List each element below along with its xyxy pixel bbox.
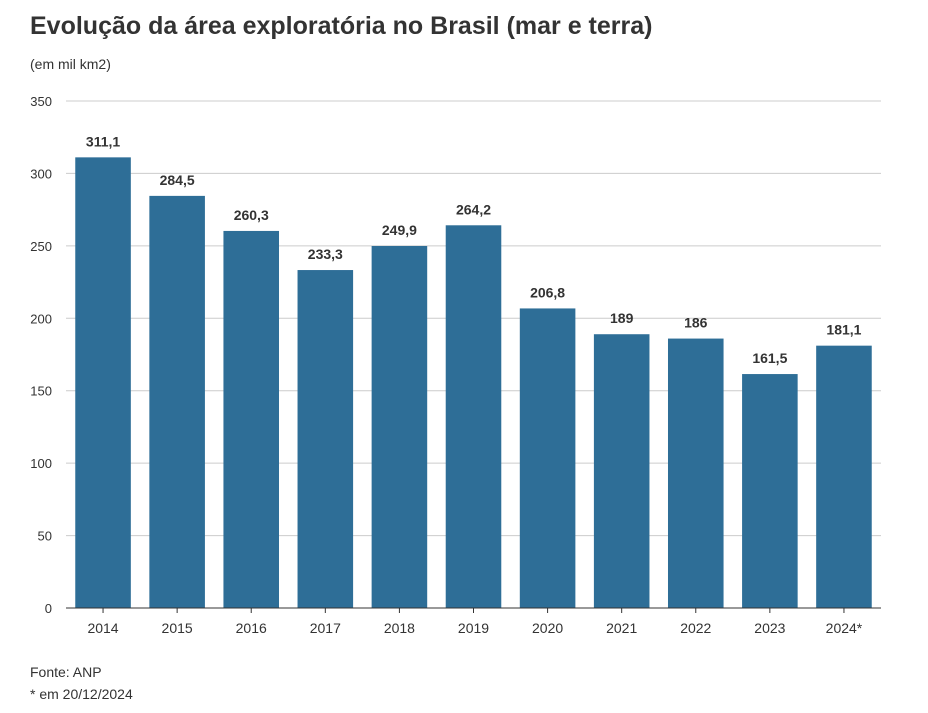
y-tick-label: 300 <box>30 166 52 181</box>
bar <box>223 230 280 608</box>
date-note: * em 20/12/2024 <box>30 686 133 702</box>
y-tick-label: 150 <box>30 384 52 399</box>
bar <box>519 308 576 608</box>
data-label: 260,3 <box>234 207 269 223</box>
data-label: 284,5 <box>160 172 195 188</box>
bar <box>445 225 502 609</box>
y-tick-label: 50 <box>38 529 52 544</box>
x-tick-label: 2024* <box>826 620 863 636</box>
x-tick-label: 2015 <box>162 620 193 636</box>
data-label: 161,5 <box>752 350 787 366</box>
x-tick-label: 2021 <box>606 620 637 636</box>
x-tick-label: 2016 <box>236 620 267 636</box>
data-label: 189 <box>610 310 634 326</box>
bar <box>371 246 428 608</box>
data-label: 233,3 <box>308 246 343 262</box>
data-label: 186 <box>684 315 708 331</box>
bar <box>593 334 650 608</box>
x-tick-label: 2018 <box>384 620 415 636</box>
x-tick-label: 2017 <box>310 620 341 636</box>
x-tick-label: 2014 <box>87 620 118 636</box>
bar <box>667 338 724 608</box>
y-tick-label: 350 <box>30 94 52 109</box>
y-tick-label: 100 <box>30 456 52 471</box>
bar <box>297 270 354 608</box>
y-tick-label: 0 <box>45 601 52 616</box>
bar <box>742 374 798 608</box>
data-label: 311,1 <box>86 133 120 149</box>
chart-title: Evolução da área exploratória no Brasil … <box>30 12 653 40</box>
footnotes: Fonte: ANP * em 20/12/2024 <box>30 661 133 705</box>
x-tick-label: 2019 <box>458 620 489 636</box>
y-tick-label: 200 <box>30 311 52 326</box>
x-tick-label: 2022 <box>680 620 711 636</box>
bar <box>816 345 872 608</box>
data-label: 249,9 <box>382 222 417 238</box>
bar <box>149 195 205 609</box>
x-tick-label: 2020 <box>532 620 563 636</box>
y-tick-label: 250 <box>30 239 52 254</box>
bar <box>75 157 131 608</box>
data-label: 181,1 <box>826 322 861 338</box>
data-label: 264,2 <box>456 201 491 217</box>
data-label: 206,8 <box>530 284 565 300</box>
source-note: Fonte: ANP <box>30 664 102 680</box>
x-tick-label: 2023 <box>754 620 785 636</box>
chart-subtitle: (em mil km2) <box>30 56 111 72</box>
